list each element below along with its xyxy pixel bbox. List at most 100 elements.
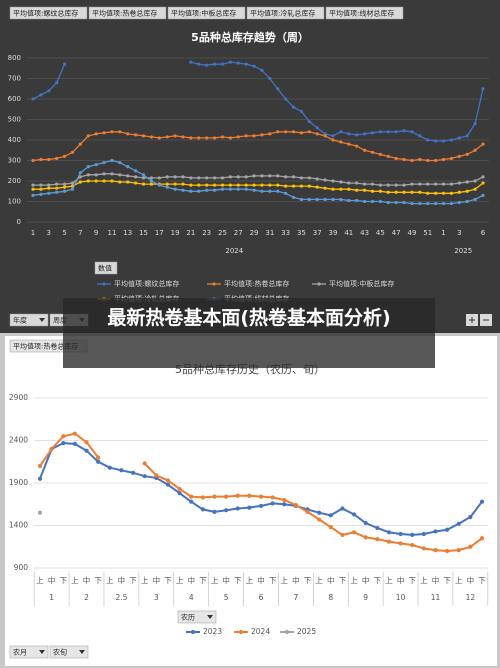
- data-point: [362, 148, 367, 152]
- x-tick-label: 31: [265, 229, 274, 237]
- data-point: [284, 184, 288, 188]
- data-point: [31, 183, 35, 187]
- legend-label: 2024: [251, 627, 270, 636]
- button[interactable]: [9, 645, 49, 659]
- x-tick-label: 37: [313, 229, 322, 237]
- data-point: [394, 156, 398, 161]
- button[interactable]: [9, 313, 49, 327]
- data-point: [205, 136, 209, 140]
- data-point: [315, 132, 319, 136]
- data-point: [55, 186, 59, 190]
- data-point: [268, 174, 272, 178]
- button-label: 农月: [13, 648, 27, 657]
- x-tick-label: 中: [222, 575, 230, 585]
- data-point: [119, 468, 124, 473]
- x-tick-label: 25: [218, 229, 227, 237]
- data-point: [268, 189, 272, 193]
- x-tick-label: 1: [441, 229, 445, 237]
- button-label: 农历: [181, 613, 195, 622]
- data-point: [305, 509, 310, 514]
- data-point: [205, 63, 209, 67]
- zoom-buttons[interactable]: [466, 314, 492, 326]
- data-point: [465, 199, 469, 204]
- data-point: [212, 62, 217, 66]
- x-tick-label: 39: [329, 229, 338, 237]
- data-point: [55, 182, 59, 186]
- data-point: [347, 132, 351, 136]
- button[interactable]: [49, 645, 89, 659]
- data-point: [363, 535, 368, 540]
- data-point: [434, 158, 438, 163]
- data-point: [421, 531, 426, 537]
- button[interactable]: [88, 6, 167, 20]
- data-point: [134, 133, 138, 137]
- data-point: [473, 148, 477, 152]
- x-tick-label: 下: [408, 576, 416, 585]
- data-point: [197, 183, 201, 187]
- data-point: [141, 176, 146, 180]
- x-tick-label: 下: [478, 576, 486, 585]
- data-point: [236, 183, 240, 187]
- data-point: [134, 169, 138, 173]
- data-point: [441, 201, 446, 206]
- data-point: [410, 542, 415, 548]
- data-point: [347, 187, 351, 191]
- data-point: [244, 187, 248, 191]
- data-point: [355, 133, 359, 137]
- data-point: [418, 190, 422, 194]
- data-point: [410, 182, 414, 186]
- button[interactable]: [246, 6, 325, 20]
- data-point: [317, 510, 322, 515]
- data-point: [434, 139, 438, 143]
- x-tick-label: 上: [36, 576, 44, 585]
- x-tick-label: 上: [211, 576, 219, 585]
- data-point: [39, 183, 43, 187]
- button[interactable]: [167, 6, 246, 20]
- button[interactable]: [325, 6, 404, 20]
- x-tick-label: 上: [246, 576, 254, 585]
- data-point: [339, 130, 343, 134]
- data-point: [323, 134, 327, 138]
- data-point: [323, 178, 327, 182]
- data-point: [141, 182, 146, 186]
- button-label: 平均值项:热卷总库存: [13, 342, 78, 351]
- data-point: [307, 130, 311, 134]
- x-tick-label: 中: [257, 575, 265, 585]
- x-group-label: 8: [328, 593, 333, 602]
- data-point: [235, 493, 240, 498]
- data-point: [157, 176, 161, 180]
- data-point: [465, 180, 469, 184]
- button-label: 数值: [98, 264, 112, 273]
- button-label: 年度: [13, 316, 27, 325]
- data-point: [212, 509, 217, 514]
- button[interactable]: [94, 261, 118, 275]
- data-point: [181, 175, 185, 179]
- dark-chart-bg: [0, 0, 500, 333]
- button[interactable]: [9, 6, 88, 20]
- button[interactable]: [177, 610, 217, 624]
- data-point: [481, 181, 485, 185]
- x-tick-label: 上: [281, 576, 289, 585]
- data-point: [189, 183, 193, 187]
- data-point: [291, 130, 296, 134]
- data-point: [456, 521, 461, 526]
- legend-label: 2023: [203, 627, 222, 636]
- button-label: 周度: [53, 316, 67, 325]
- data-point: [270, 495, 275, 500]
- y-tick-label: 2400: [9, 436, 28, 445]
- x-tick-label: 下: [304, 576, 312, 585]
- x-group-label: 2: [84, 593, 89, 602]
- data-point: [110, 172, 114, 176]
- data-point: [205, 183, 209, 187]
- data-point: [410, 201, 414, 206]
- data-point: [398, 541, 403, 546]
- x-tick-label: 下: [443, 576, 451, 585]
- data-point: [449, 138, 454, 142]
- data-point: [441, 182, 446, 186]
- data-point: [299, 109, 304, 113]
- data-point: [386, 190, 390, 194]
- data-point: [260, 133, 264, 137]
- x-tick-label: 中: [467, 575, 475, 585]
- data-point: [149, 135, 154, 139]
